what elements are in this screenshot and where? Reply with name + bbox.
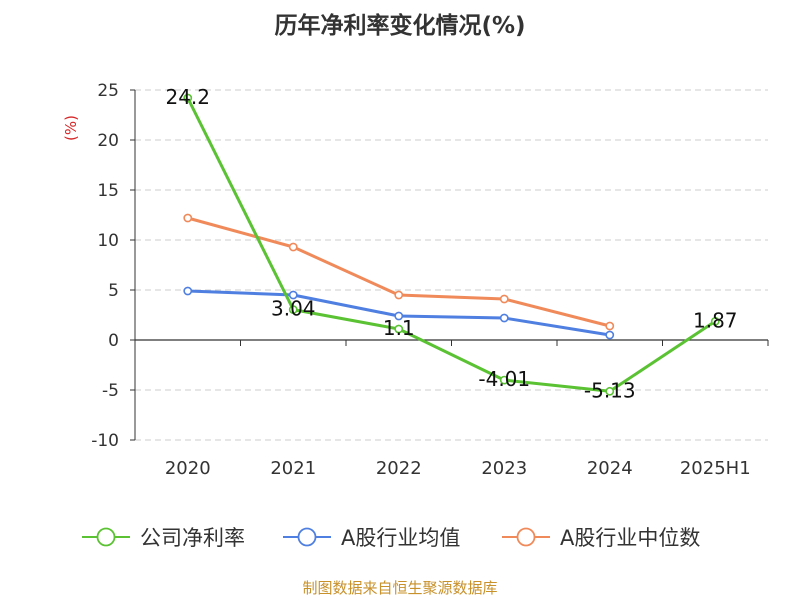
x-tick-label: 2020 [165, 458, 211, 479]
x-tick-label: 2025H1 [680, 458, 751, 479]
y-axis-label: (%) [62, 115, 80, 141]
data-point [288, 290, 298, 300]
data-point [394, 290, 404, 300]
data-labels: 24.2 3.04 1.1 -4.01 -5.13 1.87 [165, 85, 737, 402]
source-note: 制图数据来自恒生聚源数据库 [302, 579, 497, 597]
data-point [288, 305, 298, 314]
data-point [499, 375, 509, 385]
y-tick-label: -5 [102, 381, 119, 401]
data-point [183, 213, 193, 223]
y-tick-label: 25 [97, 81, 119, 101]
legend-item: 公司净利率 [82, 526, 245, 550]
data-label: 1.1 [383, 316, 415, 340]
legend: 公司净利率 A股行业均值 A股行业中位数 [82, 526, 700, 550]
data-point [394, 311, 404, 321]
y-tick-label: 20 [97, 131, 119, 151]
data-point [605, 330, 615, 340]
data-label: 1.87 [693, 308, 738, 332]
x-tick-label: 2023 [481, 458, 527, 479]
data-point [499, 313, 509, 323]
legend-label: A股行业均值 [341, 526, 460, 550]
data-point [605, 321, 615, 331]
legend-item: A股行业均值 [283, 526, 460, 550]
y-tick-label: 0 [108, 331, 119, 351]
data-point [499, 294, 509, 304]
data-point [183, 93, 193, 103]
legend-swatch-marker [96, 527, 116, 547]
series-line [187, 216, 611, 328]
legend-item: A股行业中位数 [502, 526, 700, 550]
chart-title: 历年净利率变化情况(%) [274, 12, 525, 39]
x-tick-label: 2024 [587, 458, 633, 479]
x-tick-label: 2021 [270, 458, 316, 479]
series-line [186, 97, 717, 393]
y-tick-label: 10 [97, 231, 119, 251]
data-label: 24.2 [165, 85, 210, 109]
y-tick-label: -10 [91, 431, 119, 451]
y-tick-label: 15 [97, 181, 119, 201]
grid [135, 89, 768, 441]
data-point [288, 242, 298, 252]
series [183, 93, 720, 396]
data-label: -4.01 [478, 367, 530, 391]
legend-label: 公司净利率 [140, 526, 245, 550]
x-tick-label: 2022 [376, 458, 422, 479]
data-point [394, 324, 404, 334]
data-label: 3.04 [271, 297, 316, 321]
data-point [183, 286, 193, 296]
data-label: -5.13 [584, 378, 636, 402]
data-point [605, 386, 615, 396]
legend-swatch-marker [297, 527, 317, 547]
data-point [710, 316, 720, 326]
legend-label: A股行业中位数 [560, 526, 700, 550]
y-tick-label: 5 [108, 281, 119, 301]
legend-swatch-marker [516, 527, 536, 547]
axes: 25 20 15 10 5 0 -5 -10 2020 2021 2022 2023 2024 2025H… [91, 81, 769, 479]
